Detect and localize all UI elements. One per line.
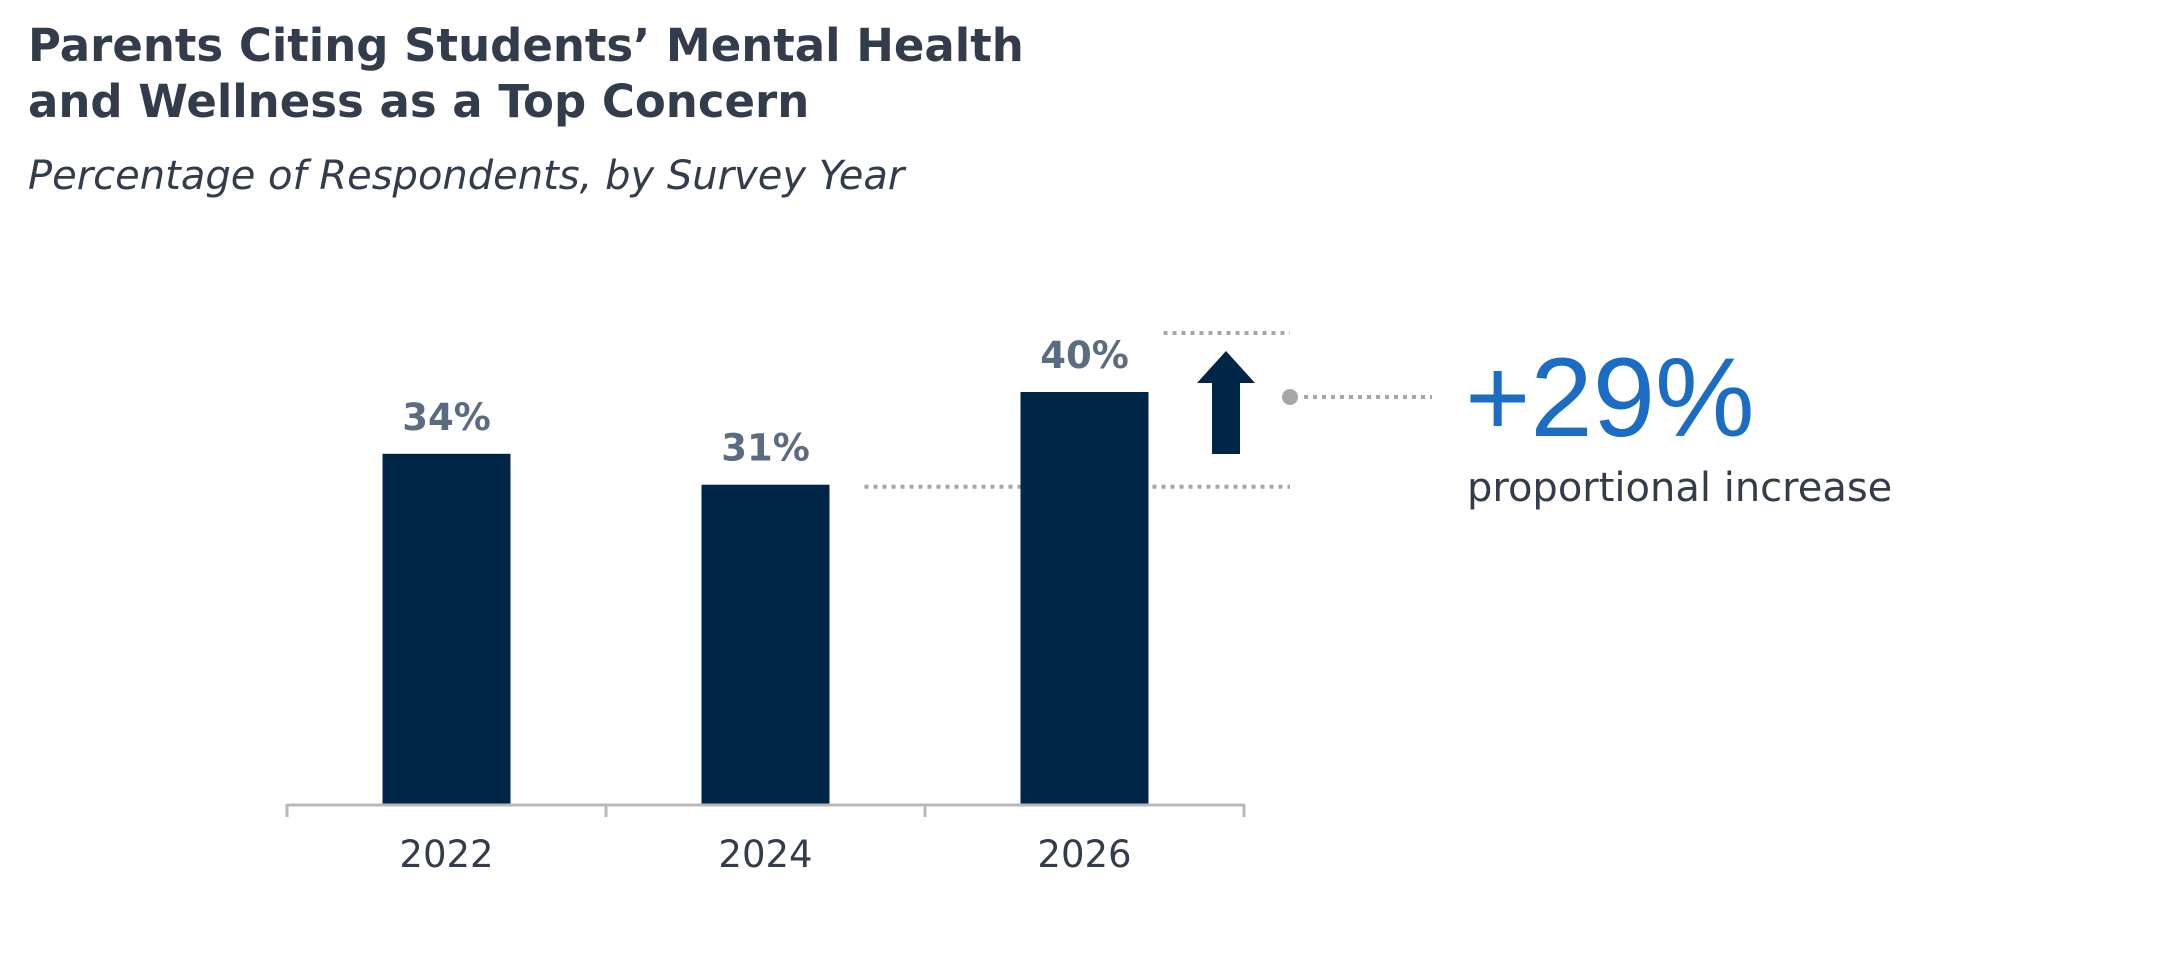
data-labels-group: 34% 31% 40% (402, 334, 1129, 470)
chart-subtitle: Percentage of Respondents, by Survey Yea… (28, 153, 905, 199)
data-label-2024: 31% (721, 427, 810, 470)
chart-title-line-2: and Wellness as a Top Concern (28, 75, 810, 128)
up-arrow-icon (1197, 351, 1255, 454)
increase-annotation (1197, 351, 1432, 454)
bar-2024 (701, 484, 830, 804)
bar-2022 (382, 453, 511, 804)
data-label-2022: 34% (402, 396, 491, 439)
x-tick-label-2022: 2022 (399, 833, 493, 876)
bars-group (382, 392, 1149, 804)
increase-callout-value: +29% (1465, 335, 1755, 460)
chart-title-line-1: Parents Citing Students’ Mental Health (28, 19, 1024, 72)
reference-lines (864, 331, 1290, 489)
chart-title: Parents Citing Students’ Mental Health a… (28, 18, 1024, 130)
bar-2026 (1020, 392, 1149, 804)
data-label-2026: 40% (1040, 334, 1129, 377)
connector-dot (1282, 389, 1298, 405)
x-tick-label-2026: 2026 (1037, 833, 1131, 876)
x-tick-label-2024: 2024 (718, 833, 812, 876)
x-axis: 2022 2024 2026 (285, 803, 1246, 876)
increase-callout-label: proportional increase (1467, 465, 1893, 511)
